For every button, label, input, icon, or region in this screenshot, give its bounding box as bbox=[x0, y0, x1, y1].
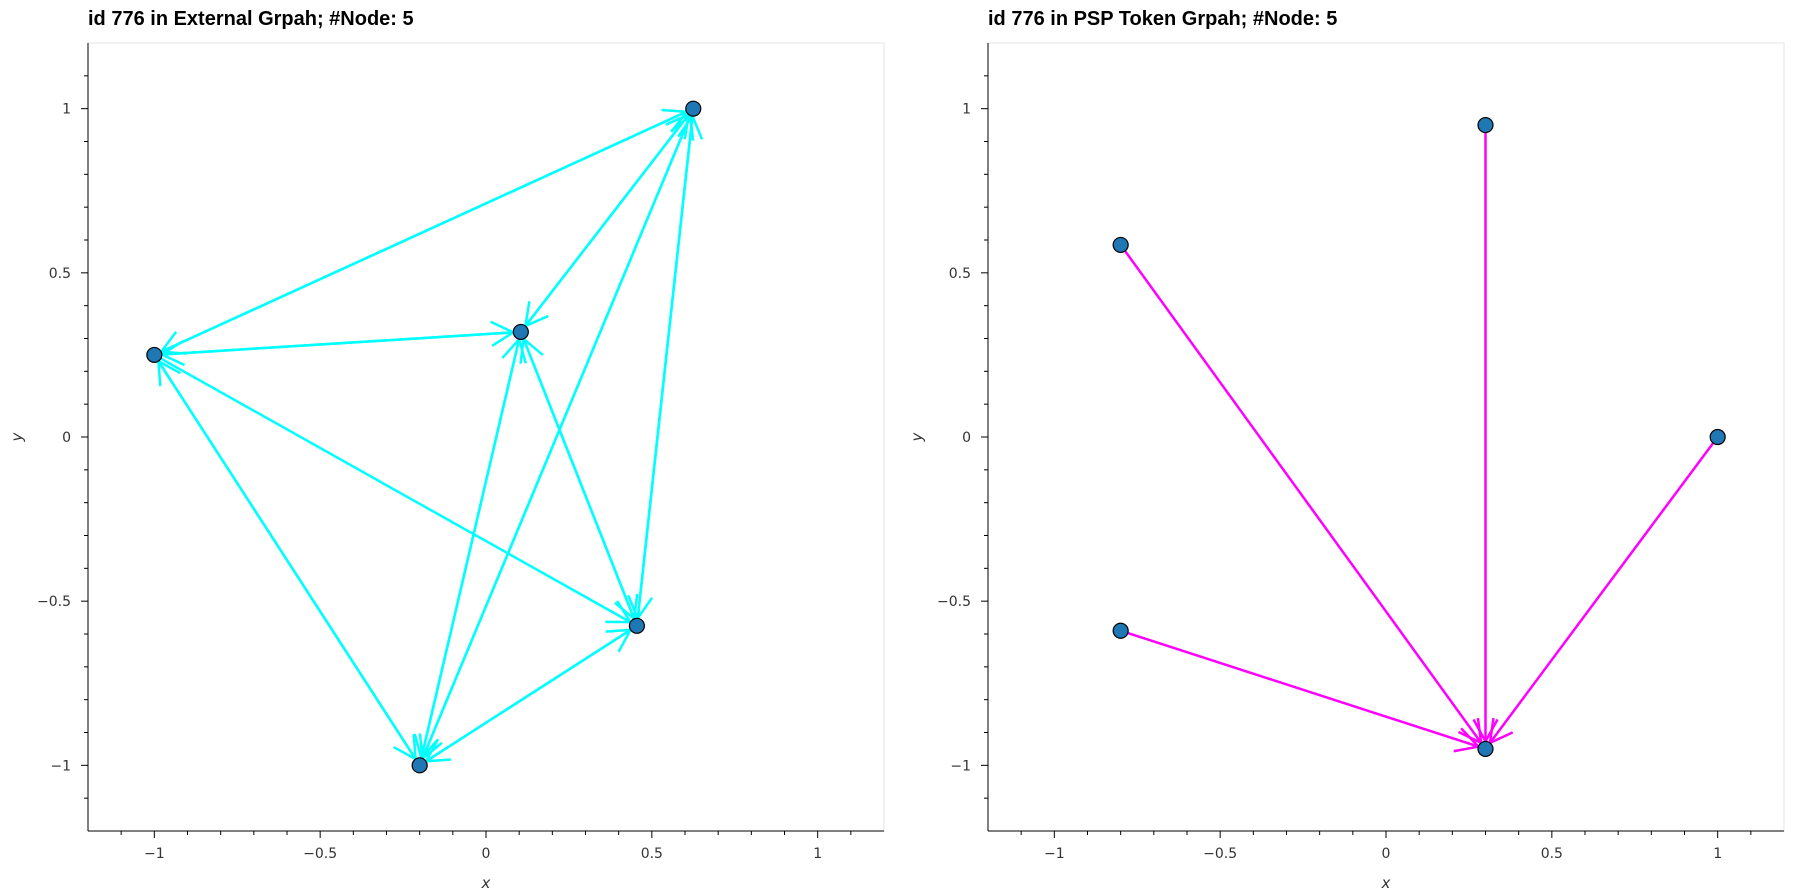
graph-node bbox=[411, 757, 428, 774]
x-tick-label: 1 bbox=[813, 846, 822, 862]
edge-line bbox=[1488, 442, 1715, 744]
edge-R-T bbox=[1488, 442, 1715, 745]
x-axis-label: x bbox=[481, 874, 491, 892]
y-tick-label: 0 bbox=[62, 430, 71, 446]
y-tick-label: 0.5 bbox=[49, 266, 71, 282]
graph-node bbox=[512, 323, 529, 341]
y-axis-label: y bbox=[8, 431, 26, 442]
y-axis-label: y bbox=[908, 431, 926, 442]
edge-S-T bbox=[1127, 631, 1481, 753]
edge-line bbox=[161, 331, 514, 356]
edge-line bbox=[425, 628, 632, 763]
graph-node bbox=[146, 346, 163, 364]
graph-node bbox=[1709, 428, 1726, 446]
edge-Q-T bbox=[1124, 250, 1483, 745]
edge-C-B bbox=[524, 112, 691, 327]
x-tick-label: 0.5 bbox=[1541, 846, 1563, 862]
x-tick-label: −1 bbox=[1044, 846, 1065, 862]
y-tick-label: 0 bbox=[962, 430, 971, 446]
edge-D-E bbox=[423, 628, 632, 763]
edge-D-C bbox=[519, 336, 636, 620]
x-tick-label: −1 bbox=[144, 846, 165, 862]
y-tick-label: 1 bbox=[62, 102, 71, 118]
edge-B-D bbox=[627, 115, 694, 621]
edge-line bbox=[524, 113, 690, 327]
edge-line bbox=[420, 338, 521, 759]
edge-line bbox=[421, 115, 692, 759]
edge-line bbox=[1124, 250, 1483, 744]
y-tick-label: 0.5 bbox=[949, 266, 971, 282]
graph-node bbox=[1112, 236, 1129, 254]
x-tick-label: 0.5 bbox=[641, 846, 663, 862]
graph-node bbox=[1477, 116, 1494, 134]
edge-A-D bbox=[160, 357, 633, 624]
y-tick-label: 1 bbox=[962, 102, 971, 118]
edge-line bbox=[157, 360, 417, 760]
edge-P-T bbox=[1472, 132, 1499, 745]
edge-line bbox=[522, 338, 636, 620]
edge-E-B bbox=[421, 113, 695, 759]
y-tick-label: −1 bbox=[950, 758, 971, 774]
y-tick-label: −1 bbox=[50, 758, 71, 774]
edge-line bbox=[160, 357, 631, 624]
y-tick-label: −0.5 bbox=[37, 594, 71, 610]
edge-line bbox=[160, 110, 687, 353]
x-tick-label: −0.5 bbox=[1203, 846, 1237, 862]
left-graph-panel: −1 −0.5 0 0.5 1 −1 −0.5 0 0.5 1 x y bbox=[8, 42, 885, 892]
graph-node bbox=[628, 617, 646, 634]
plot-frame bbox=[987, 42, 1785, 832]
edge-E-A bbox=[156, 359, 417, 760]
x-tick-label: 0 bbox=[482, 846, 491, 862]
x-tick-label: −0.5 bbox=[303, 846, 337, 862]
right-graph-panel: −1 −0.5 0 0.5 1 −1 −0.5 0 0.5 1 x y bbox=[908, 42, 1785, 892]
left-chart-title: id 776 in External Grpah; #Node: 5 bbox=[88, 8, 414, 30]
edge-line bbox=[636, 115, 694, 619]
x-tick-label: 1 bbox=[1713, 846, 1722, 862]
y-tick-label: −0.5 bbox=[937, 594, 971, 610]
right-chart-title: id 776 in PSP Token Grpah; #Node: 5 bbox=[988, 8, 1338, 30]
x-tick-label: 0 bbox=[1382, 846, 1391, 862]
x-axis-label: x bbox=[1381, 874, 1391, 892]
graph-node bbox=[1477, 740, 1494, 758]
edge-C-A bbox=[159, 331, 514, 367]
edge-line bbox=[1127, 631, 1479, 748]
edge-D-B bbox=[636, 113, 704, 619]
graph-node bbox=[685, 100, 702, 117]
graph-node bbox=[1112, 622, 1129, 639]
